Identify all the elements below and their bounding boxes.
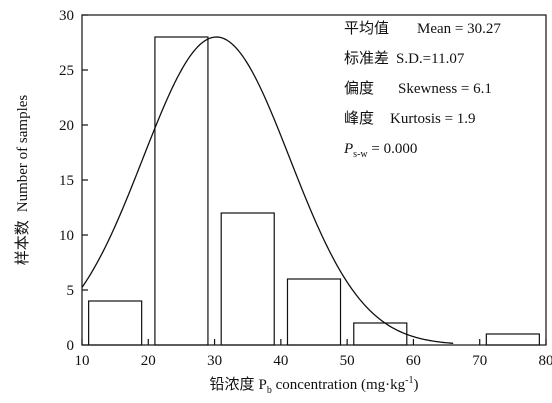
stat-p-value-text: = 0.000 — [368, 141, 418, 157]
y-tick-label: 30 — [59, 8, 74, 24]
x-tick-label: 70 — [472, 353, 487, 369]
histogram-bar-3 — [220, 212, 275, 346]
histogram-bar-7 — [485, 333, 540, 346]
y-axis-title-en: Number of samples — [15, 95, 31, 213]
stat-skewness: 偏度 Skewness = 6.1 — [344, 80, 492, 97]
histogram-bar-1 — [88, 300, 143, 346]
stat-mean: 平均值 Mean = 30.27 — [344, 20, 501, 37]
x-tick-label: 10 — [75, 353, 90, 369]
stat-sd: 标准差 S.D.=11.07 — [344, 50, 465, 67]
y-tick-label: 20 — [59, 118, 74, 134]
stat-skewness-cn: 偏度 — [344, 80, 374, 97]
x-axis-title-rest: concentration (mg·kg — [272, 377, 406, 393]
x-axis-ticks: 10 20 30 40 50 60 70 80 — [75, 339, 552, 369]
y-tick-label: 15 — [59, 173, 74, 189]
x-tick-label: 80 — [539, 353, 552, 369]
x-tick-label: 30 — [207, 353, 222, 369]
histogram-bar-5 — [353, 322, 408, 346]
stat-skewness-value: Skewness = 6.1 — [398, 81, 492, 97]
y-tick-label: 0 — [67, 338, 75, 354]
y-tick-label: 25 — [59, 63, 74, 79]
stat-kurtosis-cn: 峰度 — [344, 110, 374, 127]
histogram-bar-2 — [154, 36, 209, 346]
y-tick-label: 5 — [67, 283, 75, 299]
stat-kurtosis-value: Kurtosis = 1.9 — [390, 111, 476, 127]
y-axis-ticks: 0 5 10 15 20 25 30 — [59, 8, 88, 354]
x-axis-title-sup: -1 — [405, 375, 413, 386]
x-tick-label: 50 — [340, 353, 355, 369]
histogram-bars — [88, 36, 540, 346]
y-axis-title-cn: 样本数 — [14, 220, 31, 265]
x-axis-title-p: P — [259, 377, 267, 393]
normal-fit-curve — [81, 36, 454, 344]
x-axis-title-close: ) — [414, 377, 419, 393]
x-axis-title-p-sub: b — [267, 385, 272, 396]
x-tick-label: 20 — [141, 353, 156, 369]
y-axis-title: 样本数 Number of samples — [14, 95, 31, 266]
stat-mean-cn: 平均值 — [344, 20, 389, 37]
x-axis-title: 铅浓度 Pb concentration (mg·kg-1) — [210, 375, 419, 396]
x-tick-label: 60 — [406, 353, 421, 369]
histogram-bar-4 — [286, 278, 342, 346]
stat-p-value: Ps-w = 0.000 — [343, 141, 417, 160]
x-axis-title-cn: 铅浓度 — [210, 376, 255, 393]
stat-sd-cn: 标准差 — [344, 50, 389, 67]
stat-mean-value: Mean = 30.27 — [417, 21, 501, 37]
stat-kurtosis: 峰度 Kurtosis = 1.9 — [344, 110, 476, 127]
stat-p-subscript: s-w — [353, 149, 368, 160]
stat-sd-value: S.D.=11.07 — [396, 51, 465, 67]
stat-p-symbol: P — [343, 141, 353, 157]
x-tick-label: 40 — [273, 353, 288, 369]
y-tick-label: 10 — [59, 228, 74, 244]
